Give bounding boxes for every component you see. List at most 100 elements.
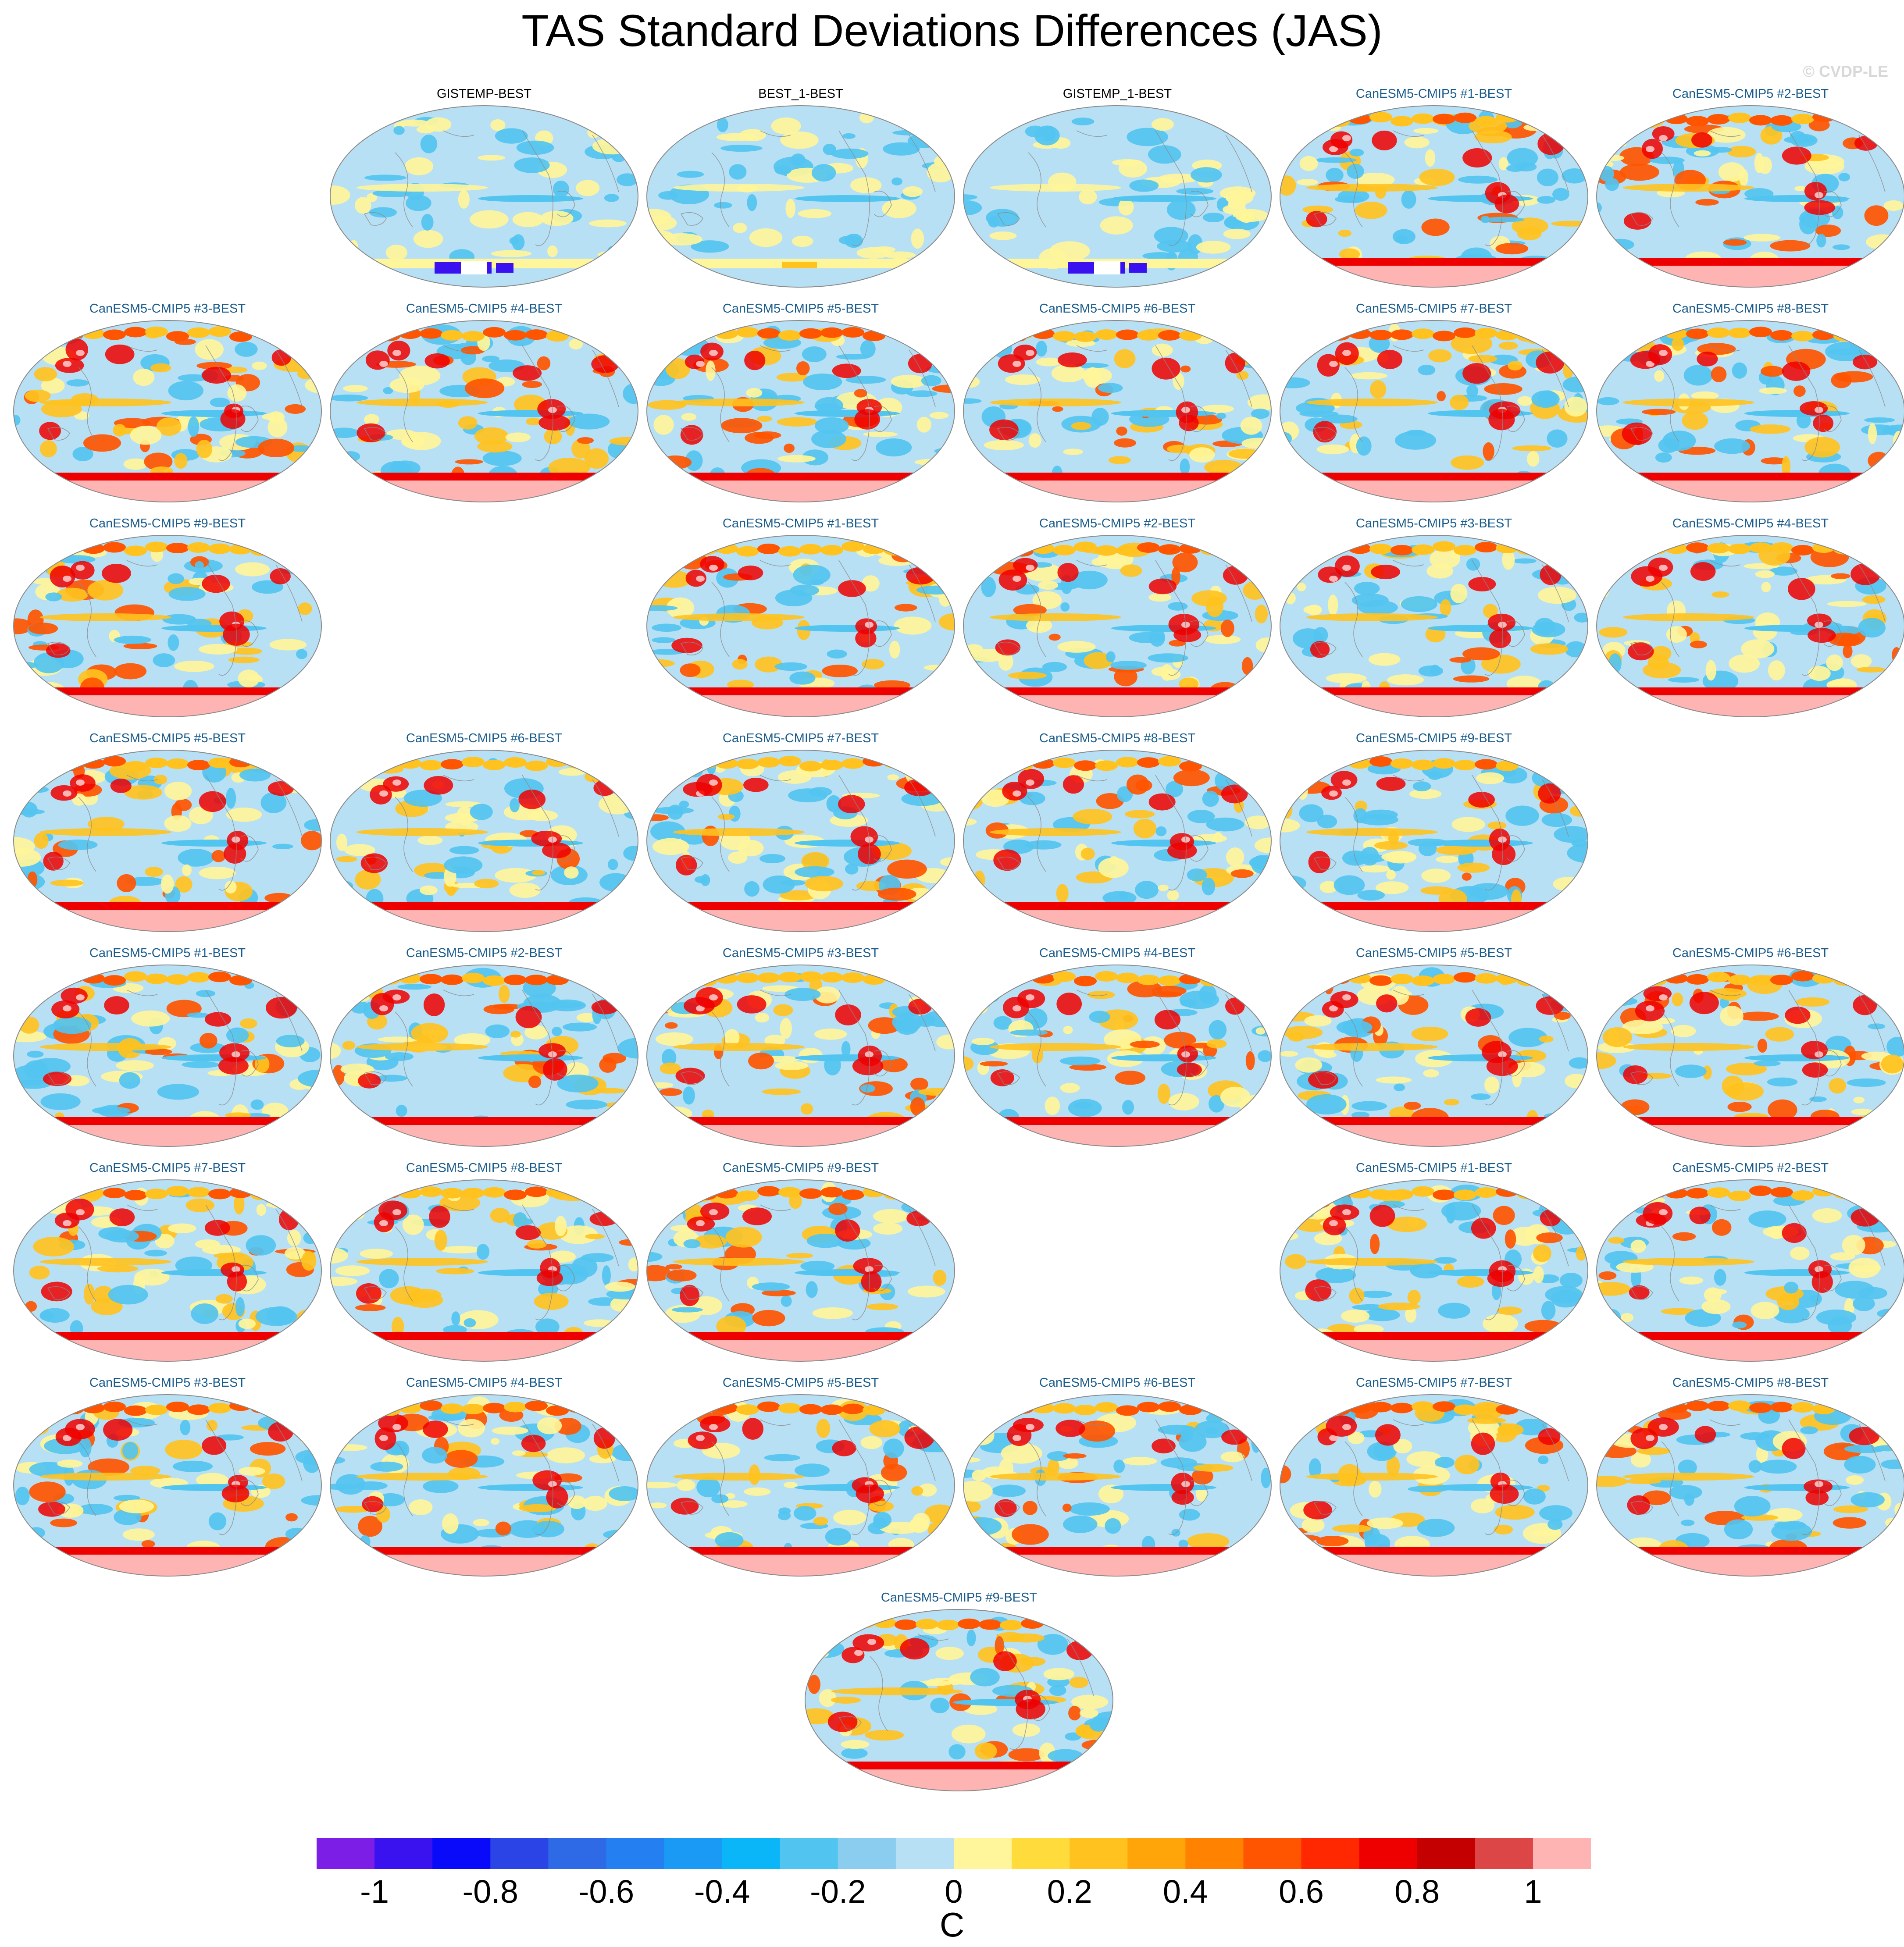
panel-title: CanESM5-CMIP5 #8-BEST xyxy=(1039,731,1196,745)
panel-title: CanESM5-CMIP5 #4-BEST xyxy=(406,302,563,316)
world-map xyxy=(1280,320,1588,502)
panel-title: CanESM5-CMIP5 #3-BEST xyxy=(89,302,246,316)
colorbar-segment xyxy=(606,1838,665,1869)
panel-title: CanESM5-CMIP5 #8-BEST xyxy=(1672,1376,1829,1390)
colorbar-segment xyxy=(1185,1838,1244,1869)
world-map xyxy=(330,105,638,288)
copyright-note: © CVDP-LE xyxy=(1803,62,1888,80)
page-title: TAS Standard Deviations Differences (JAS… xyxy=(521,6,1383,56)
map-panel: CanESM5-CMIP5 #1-BEST xyxy=(1276,1161,1592,1367)
map-panel: CanESM5-CMIP5 #5-BEST xyxy=(10,731,325,937)
map-panel: CanESM5-CMIP5 #7-BEST xyxy=(10,1161,325,1367)
colorbar-segment xyxy=(374,1838,433,1869)
colorbar-tick-label: -0.8 xyxy=(462,1873,519,1910)
colorbar-segment xyxy=(1359,1838,1418,1869)
map-panel: CanESM5-CMIP5 #9-BEST xyxy=(10,516,325,723)
world-map xyxy=(1280,750,1588,932)
world-map xyxy=(646,320,955,502)
world-map xyxy=(13,535,322,717)
world-map xyxy=(1596,965,1904,1147)
map-panel: CanESM5-CMIP5 #3-BEST xyxy=(1276,516,1592,723)
colorbar-segment xyxy=(1301,1838,1360,1869)
panel-title: BEST_1-BEST xyxy=(758,87,843,101)
colorbar-segment xyxy=(1417,1838,1476,1869)
panel-title: CanESM5-CMIP5 #7-BEST xyxy=(89,1161,246,1175)
colorbar-segment xyxy=(1070,1838,1128,1869)
panel-title: CanESM5-CMIP5 #3-BEST xyxy=(1355,516,1512,530)
world-map xyxy=(1596,105,1904,288)
world-map xyxy=(13,965,322,1147)
world-map xyxy=(13,1179,322,1362)
world-map xyxy=(646,105,955,288)
map-panel: BEST_1-BEST xyxy=(643,87,959,293)
panel-title: CanESM5-CMIP5 #9-BEST xyxy=(722,1161,879,1175)
world-map xyxy=(963,1394,1272,1577)
colorbar-tick-label: -1 xyxy=(360,1873,389,1910)
colorbar-segment xyxy=(1243,1838,1302,1869)
world-map xyxy=(1280,1179,1588,1362)
world-map xyxy=(646,750,955,932)
colorbar-segment xyxy=(780,1838,838,1869)
map-panel: CanESM5-CMIP5 #2-BEST xyxy=(959,516,1275,723)
panel-title: CanESM5-CMIP5 #9-BEST xyxy=(89,516,246,530)
colorbar-tick-labels: -1 -0.8 -0.6 -0.4 -0.2 0 0.2 0.4 0.6 0.8 1 xyxy=(0,1873,1904,1917)
panel-title: GISTEMP-BEST xyxy=(437,87,531,101)
world-map xyxy=(13,1394,322,1577)
panel-title: CanESM5-CMIP5 #2-BEST xyxy=(406,946,563,960)
world-map xyxy=(646,1179,955,1362)
panel-title: CanESM5-CMIP5 #6-BEST xyxy=(1039,302,1196,316)
map-panel: CanESM5-CMIP5 #5-BEST xyxy=(643,302,959,508)
map-panel: CanESM5-CMIP5 #3-BEST xyxy=(10,302,325,508)
panel-title: CanESM5-CMIP5 #5-BEST xyxy=(89,731,246,745)
panel-title: CanESM5-CMIP5 #5-BEST xyxy=(722,302,879,316)
map-panel: CanESM5-CMIP5 #9-BEST xyxy=(801,1591,1117,1797)
map-panel: GISTEMP-BEST xyxy=(326,87,642,293)
colorbar-tick-label: -0.4 xyxy=(694,1873,750,1910)
map-panel: CanESM5-CMIP5 #6-BEST xyxy=(959,1376,1275,1582)
colorbar-tick-label: 0.4 xyxy=(1162,1873,1208,1910)
panel-title: CanESM5-CMIP5 #9-BEST xyxy=(1355,731,1512,745)
colorbar-segment xyxy=(317,1838,375,1869)
world-map xyxy=(330,1179,638,1362)
colorbar-segment xyxy=(838,1838,896,1869)
colorbar-segment xyxy=(954,1838,1012,1869)
world-map xyxy=(330,965,638,1147)
colorbar-segment xyxy=(722,1838,781,1869)
panel-title: CanESM5-CMIP5 #8-BEST xyxy=(1672,302,1829,316)
world-map xyxy=(646,965,955,1147)
colorbar-tick-label: 0.6 xyxy=(1279,1873,1324,1910)
panel-title: CanESM5-CMIP5 #1-BEST xyxy=(1355,1161,1512,1175)
world-map xyxy=(1280,1394,1588,1577)
panel-title: CanESM5-CMIP5 #3-BEST xyxy=(722,946,879,960)
panel-title: CanESM5-CMIP5 #6-BEST xyxy=(1039,1376,1196,1390)
map-panel: CanESM5-CMIP5 #1-BEST xyxy=(643,516,959,723)
map-panel: CanESM5-CMIP5 #4-BEST xyxy=(1593,516,1904,723)
world-map xyxy=(330,750,638,932)
panel-title: CanESM5-CMIP5 #4-BEST xyxy=(1039,946,1196,960)
world-map xyxy=(805,1609,1113,1791)
colorbar-segment xyxy=(548,1838,606,1869)
colorbar-segment xyxy=(895,1838,954,1869)
colorbar-segment xyxy=(1475,1838,1533,1869)
colorbar-segment xyxy=(1533,1838,1591,1869)
map-panel: CanESM5-CMIP5 #1-BEST xyxy=(1276,87,1592,293)
map-panel: GISTEMP_1-BEST xyxy=(959,87,1275,293)
world-map xyxy=(646,1394,955,1577)
colorbar xyxy=(317,1838,1591,1869)
panel-title: CanESM5-CMIP5 #1-BEST xyxy=(89,946,246,960)
world-map xyxy=(1596,1394,1904,1577)
world-map xyxy=(13,320,322,502)
map-panel: CanESM5-CMIP5 #8-BEST xyxy=(326,1161,642,1367)
world-map xyxy=(963,320,1272,502)
world-map xyxy=(963,965,1272,1147)
map-panel: CanESM5-CMIP5 #7-BEST xyxy=(643,731,959,937)
colorbar-tick-label: -0.6 xyxy=(578,1873,635,1910)
world-map xyxy=(13,750,322,932)
map-panel: CanESM5-CMIP5 #5-BEST xyxy=(1276,946,1592,1152)
world-map xyxy=(330,1394,638,1577)
colorbar-units: C xyxy=(939,1905,965,1944)
colorbar-segment xyxy=(432,1838,491,1869)
map-panel: CanESM5-CMIP5 #8-BEST xyxy=(959,731,1275,937)
world-map xyxy=(1280,105,1588,288)
